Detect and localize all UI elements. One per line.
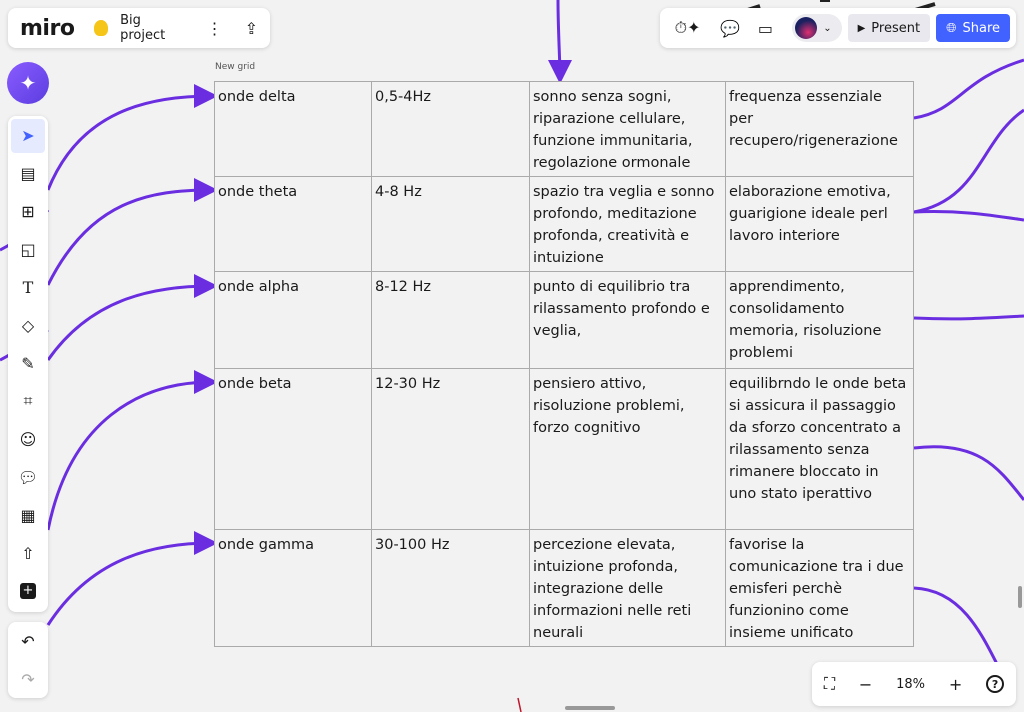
table-cell[interactable]: onde delta [214, 81, 372, 177]
connector [46, 178, 218, 286]
ai-assistant-button[interactable]: ✦ [7, 62, 49, 104]
share-button[interactable]: 🌐︎ Share [936, 14, 1010, 42]
table-row: onde alpha 8-12 Hz punto di equilibrio tra… [214, 271, 914, 369]
connector [46, 274, 218, 361]
table-cell[interactable]: onde theta [214, 176, 372, 272]
table-cell[interactable]: elaborazione emotiva, guarigione ideale … [725, 176, 914, 272]
vertical-scrollbar[interactable] [1018, 586, 1022, 608]
table-cell[interactable]: 8-12 Hz [371, 271, 530, 369]
templates-icon: ▤ [20, 164, 36, 184]
table-row: onde gamma 30-100 Hz percezione elevata, i… [214, 529, 914, 647]
connector [46, 531, 218, 626]
stickers-tool[interactable]: ☺ [11, 422, 45, 456]
table-cell[interactable]: onde gamma [214, 529, 372, 647]
layout-icon: ⊞ [21, 202, 35, 222]
board-header: miro Big project ⋮ ⇪ [8, 8, 270, 48]
table-cell[interactable]: apprendimento, consolidamento memoria, r… [725, 271, 914, 369]
zoom-level[interactable]: 18% [896, 676, 926, 692]
tools-toolbar: ➤ ▤ ⊞ ◱ T ◇ ✎ ⌗ ☺ 💬︎ ▦ ⇧ + [8, 116, 48, 612]
table-cell[interactable]: onde alpha [214, 271, 372, 369]
chat-icon[interactable]: 💬 [720, 18, 740, 38]
comment-tool[interactable]: 💬︎ [11, 460, 45, 494]
history-toolbar: ↶ ↷ [8, 622, 48, 698]
table-cell[interactable]: sonno senza sogni, riparazione cellulare… [529, 81, 726, 177]
upload-icon: ⇧ [21, 543, 35, 563]
red-mark [517, 697, 522, 712]
table-cell[interactable]: equilibrndo le onde beta si assicura il … [725, 368, 914, 530]
more-vertical-icon[interactable]: ⋮ [206, 18, 223, 38]
connector [913, 586, 1002, 671]
frame-icon: ⌗ [23, 391, 33, 411]
table-cell[interactable]: spazio tra veglia e sonno profondo, medi… [529, 176, 726, 272]
help-icon[interactable]: ? [986, 675, 1005, 693]
horizontal-scrollbar[interactable] [565, 706, 615, 710]
frame-tool[interactable]: ⌗ [11, 384, 45, 418]
table-tool[interactable]: ▦ [11, 498, 45, 532]
fit-screen-icon[interactable]: ⛶ [823, 674, 836, 693]
pen-icon: ✎ [21, 353, 35, 373]
sticky-note-tool[interactable]: ◱ [11, 233, 45, 267]
layout-tool[interactable]: ⊞ [11, 195, 45, 229]
table-cell[interactable]: onde beta [214, 368, 372, 530]
sticky-note-icon: ◱ [20, 240, 36, 260]
connector [46, 370, 218, 531]
avatar [795, 17, 818, 39]
zoom-out-icon[interactable]: − [858, 674, 873, 694]
connector [46, 84, 218, 191]
table-icon: ▦ [20, 505, 36, 525]
table-cell[interactable]: 30-100 Hz [371, 529, 530, 647]
table-cell[interactable]: percezione elevata, intuizione profonda,… [529, 529, 726, 647]
globe-icon: 🌐︎ [946, 20, 957, 36]
connector [913, 58, 1024, 120]
export-icon[interactable]: ⇪ [244, 18, 258, 38]
grid-label: New grid [215, 62, 256, 72]
redo-icon[interactable]: ↷ [21, 669, 35, 689]
sparkle-icon: ✦ [19, 71, 37, 95]
zoom-controls: ⛶ − 18% + ? [812, 662, 1016, 706]
sticker-icon: ☺ [19, 429, 37, 449]
shapes-tool[interactable]: ◇ [11, 309, 45, 343]
miro-logo[interactable]: miro [20, 15, 75, 41]
shapes-icon: ◇ [21, 316, 35, 336]
templates-tool[interactable]: ▤ [11, 157, 45, 191]
play-icon: ▶ [857, 22, 866, 34]
table-cell[interactable]: 12-30 Hz [371, 368, 530, 530]
chevron-down-icon: ⌄ [823, 22, 832, 34]
cursor-icon: ➤ [21, 126, 35, 146]
undo-icon[interactable]: ↶ [21, 631, 35, 651]
table-cell[interactable]: pensiero attivo, risoluzione problemi, f… [529, 368, 726, 530]
more-tools[interactable]: + [11, 574, 45, 608]
zoom-in-icon[interactable]: + [948, 674, 963, 694]
reactions-icon[interactable]: ⏱✦ [674, 18, 701, 37]
present-button[interactable]: ▶ Present [847, 14, 931, 42]
table-cell[interactable]: frequenza essenziale per recupero/rigene… [725, 81, 914, 177]
table-cell[interactable]: favorise la comunicazione tra i due emis… [725, 529, 914, 647]
comment-icon: 💬︎ [17, 467, 39, 487]
collab-toolbar: ⏱✦ 💬 ▭ ⌄ ▶ Present 🌐︎ Share [660, 8, 1016, 48]
select-tool[interactable]: ➤ [11, 119, 45, 153]
connector [913, 445, 1024, 501]
table-cell[interactable]: 0,5-4Hz [371, 81, 530, 177]
pen-tool[interactable]: ✎ [11, 347, 45, 381]
lightbulb-icon [94, 20, 109, 36]
grid-table[interactable]: onde delta 0,5-4Hz sonno senza sogni, ripa… [214, 81, 914, 647]
upload-tool[interactable]: ⇧ [11, 536, 45, 570]
connector [913, 314, 1024, 321]
user-menu[interactable]: ⌄ [792, 14, 842, 42]
table-cell[interactable]: 4-8 Hz [371, 176, 530, 272]
connector [547, 0, 572, 84]
table-cell[interactable]: punto di equilibrio tra rilassamento pro… [529, 271, 726, 369]
board-title[interactable]: Big project [120, 13, 166, 43]
text-tool[interactable]: T [11, 271, 45, 305]
plus-square-icon: + [20, 583, 36, 600]
connector [913, 108, 1024, 214]
table-row: onde beta 12-30 Hz pensiero attivo, risolu… [214, 368, 914, 530]
video-call-icon[interactable]: ▭ [757, 18, 774, 38]
text-icon: T [22, 278, 34, 298]
connector [913, 210, 1024, 222]
table-row: onde theta 4-8 Hz spazio tra veglia e sonn… [214, 176, 914, 272]
table-row: onde delta 0,5-4Hz sonno senza sogni, ripa… [214, 81, 914, 177]
